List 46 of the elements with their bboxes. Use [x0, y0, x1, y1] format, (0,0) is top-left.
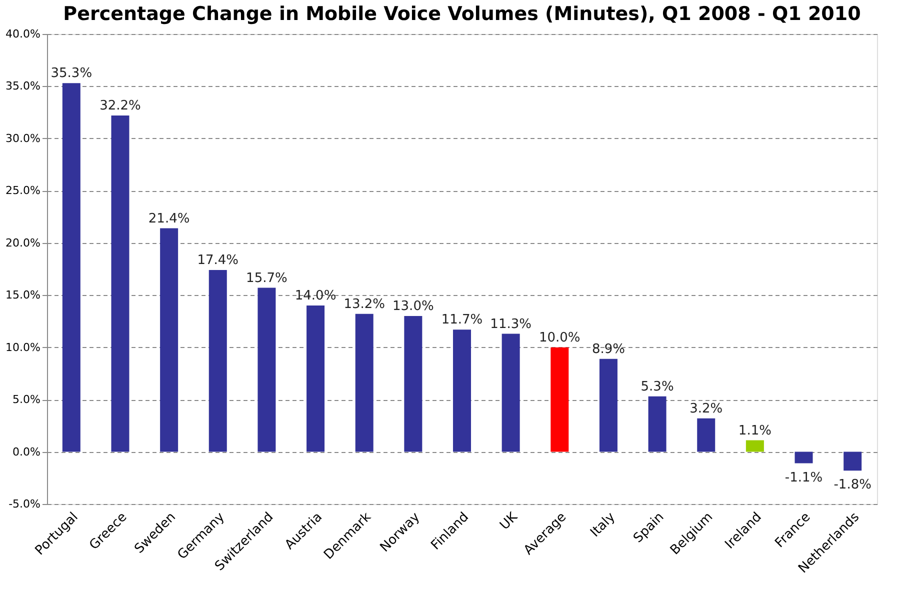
- bar: [355, 314, 374, 452]
- bar: [746, 440, 764, 452]
- bar: [62, 83, 80, 452]
- bar: [844, 452, 862, 471]
- bar: [697, 418, 716, 452]
- data-label: 32.2%: [100, 98, 141, 114]
- data-label: 15.7%: [246, 270, 288, 286]
- data-label: 3.2%: [690, 401, 723, 416]
- y-tick-label: 15.0%: [6, 288, 40, 302]
- y-tick-label: -5.0%: [8, 498, 40, 510]
- bar: [599, 358, 618, 452]
- data-label: -1.1%: [784, 470, 823, 486]
- bar: [258, 288, 276, 452]
- data-label: 5.3%: [640, 379, 674, 394]
- y-tick-label: 0.0%: [12, 445, 40, 458]
- data-label: 11.3%: [490, 316, 532, 332]
- bar: [111, 115, 130, 452]
- x-tick-label: UK: [497, 509, 522, 534]
- y-tick-label: 25.0%: [6, 184, 40, 198]
- data-label: 14.0%: [294, 288, 336, 304]
- data-label: 13.2%: [344, 296, 386, 312]
- bar: [550, 347, 569, 452]
- data-label: -1.8%: [834, 478, 872, 493]
- data-label: 17.4%: [197, 253, 239, 268]
- y-tick-label: 35.0%: [6, 80, 40, 93]
- data-label: 1.1%: [738, 423, 772, 438]
- y-tick-label: 5.0%: [12, 393, 40, 406]
- bar: [502, 334, 520, 452]
- data-label: 11.7%: [441, 312, 483, 328]
- bar: [794, 452, 813, 464]
- bar: [208, 270, 227, 452]
- data-label: 21.4%: [148, 211, 190, 226]
- y-tick-label: 10.0%: [6, 340, 40, 354]
- bar: [648, 396, 666, 452]
- data-label: 8.9%: [592, 342, 625, 357]
- y-tick-label: 20.0%: [6, 236, 40, 250]
- data-label: 35.3%: [50, 66, 92, 82]
- chart-title: Percentage Change in Mobile Voice Volumes (Minutes), Q1 2008 - Q1 2010: [63, 3, 861, 25]
- bar: [306, 306, 325, 452]
- bar: [453, 330, 471, 452]
- bar: [404, 316, 422, 452]
- bar: [160, 228, 178, 452]
- y-tick-label: 40.0%: [6, 28, 40, 40]
- data-label: 10.0%: [538, 330, 580, 346]
- y-tick-label: 30.0%: [6, 132, 40, 145]
- data-label: 13.0%: [392, 299, 434, 314]
